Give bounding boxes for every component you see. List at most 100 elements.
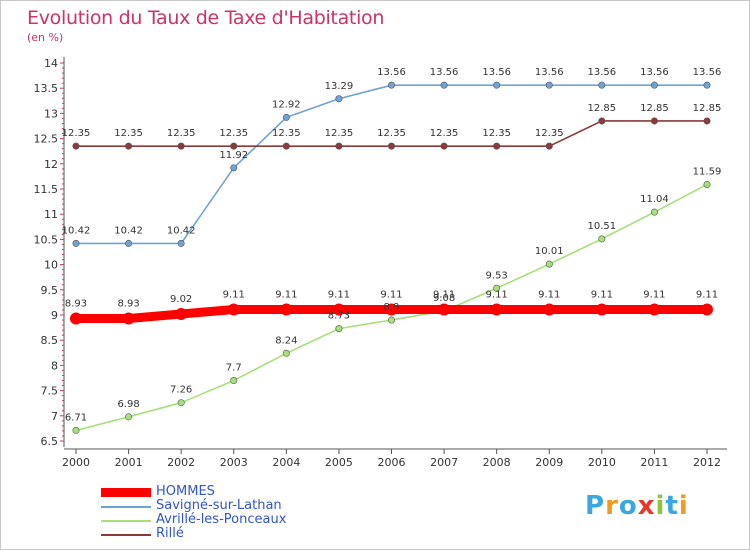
series-layer [70, 81, 713, 434]
legend-label: HOMMES [156, 484, 215, 499]
y-tick-label: 14 [44, 57, 58, 70]
data-point [595, 303, 608, 316]
data-point [650, 208, 658, 216]
data-label: 12.35 [114, 128, 143, 139]
x-tick-label: 2011 [640, 456, 668, 469]
logo-letter: i [655, 491, 666, 521]
data-label: 13.56 [588, 67, 617, 78]
data-label: 9.11 [486, 289, 508, 300]
data-label: 12.35 [430, 128, 459, 139]
legend-item: Avrillé-les-Ponceaux [101, 513, 286, 527]
data-point [545, 142, 553, 150]
data-point [545, 81, 553, 89]
data-point [230, 164, 238, 172]
data-label: 9.11 [328, 289, 350, 300]
x-tick-label: 2010 [588, 456, 616, 469]
data-label: 10.51 [588, 221, 617, 232]
data-label: 8.73 [328, 311, 350, 322]
y-tick-label: 8.5 [41, 334, 59, 347]
data-label: 13.56 [430, 67, 459, 78]
data-label: 10.42 [114, 225, 143, 236]
legend-item: Rillé [101, 527, 286, 541]
data-point [493, 284, 501, 292]
data-label: 7.7 [226, 363, 242, 374]
data-label: 10.42 [167, 225, 196, 236]
data-label: 12.85 [640, 103, 669, 114]
data-label: 13.29 [325, 81, 354, 92]
data-label: 12.35 [535, 128, 564, 139]
data-point [438, 303, 451, 316]
data-label: 12.92 [272, 99, 301, 110]
data-point [703, 81, 711, 89]
data-label: 10.01 [535, 246, 564, 257]
data-label: 9.11 [538, 289, 560, 300]
legend: HOMMES Savigné-sur-Lathan Avrillé-les-Ponc… [101, 485, 286, 541]
y-tick-label: 6.5 [41, 435, 59, 448]
data-label: 12.35 [377, 128, 406, 139]
data-label: 6.98 [117, 399, 139, 410]
legend-label: Avrillé-les-Ponceaux [156, 512, 287, 527]
y-tick-label: 11.5 [34, 183, 59, 196]
data-label: 12.35 [167, 128, 196, 139]
data-point [175, 307, 188, 320]
legend-label: Rillé [156, 526, 184, 541]
data-point [648, 303, 661, 316]
series-1 [72, 81, 711, 247]
x-tick-label: 2001 [115, 456, 143, 469]
data-label: 9.11 [380, 289, 402, 300]
y-tick-label: 7.5 [41, 385, 59, 398]
chart-subtitle: (en %) [27, 31, 64, 44]
data-point [598, 235, 606, 243]
data-point [72, 142, 80, 150]
x-tick-label: 2012 [693, 456, 721, 469]
logo-letter: i [678, 491, 689, 521]
data-point [280, 303, 293, 316]
y-tick-label: 10.5 [34, 233, 59, 246]
data-point [701, 303, 713, 316]
data-label: 9.11 [591, 289, 613, 300]
data-point [440, 81, 448, 89]
data-label: 9.11 [433, 289, 455, 300]
y-tick-label: 11 [44, 208, 58, 221]
data-point [387, 81, 395, 89]
x-tick-label: 2006 [378, 456, 406, 469]
data-point [72, 426, 80, 434]
data-label: 13.56 [693, 67, 722, 78]
x-tick-label: 2004 [272, 456, 300, 469]
legend-swatch [101, 506, 151, 508]
y-tick-label: 10 [44, 259, 58, 272]
y-tick-label: 13.5 [34, 82, 59, 95]
legend-label: Savigné-sur-Lathan [156, 498, 282, 513]
data-point [177, 142, 185, 150]
logo-letter: x [637, 491, 656, 521]
chart-title: Evolution du Taux de Taxe d'Habitation [27, 7, 385, 29]
y-tick-label: 9 [51, 309, 58, 322]
data-label: 6.71 [65, 412, 87, 423]
y-tick-label: 12.5 [34, 133, 59, 146]
data-label: 12.85 [588, 103, 617, 114]
data-point [650, 117, 658, 125]
x-tick-label: 2003 [220, 456, 248, 469]
data-point [598, 81, 606, 89]
data-label: 13.56 [377, 67, 406, 78]
data-label: 12.35 [272, 128, 301, 139]
data-point [490, 303, 503, 316]
data-point [125, 142, 133, 150]
x-tick-label: 2002 [167, 456, 195, 469]
data-point [122, 312, 135, 325]
data-label: 9.02 [170, 294, 192, 305]
data-label: 9.53 [486, 270, 508, 281]
data-point [650, 81, 658, 89]
data-point [227, 303, 240, 316]
x-tick-label: 2007 [430, 456, 458, 469]
data-point [545, 260, 553, 268]
data-point [332, 303, 345, 316]
data-point [493, 142, 501, 150]
axes: 6.5 7 7.5 8 8.5 9 9.5 10 10.5 11 11.5 12 12.5 13 13.5 1… [34, 57, 727, 469]
data-label: 9.08 [433, 293, 455, 304]
data-label: 12.35 [62, 128, 91, 139]
data-point [493, 81, 501, 89]
legend-swatch [101, 520, 151, 522]
